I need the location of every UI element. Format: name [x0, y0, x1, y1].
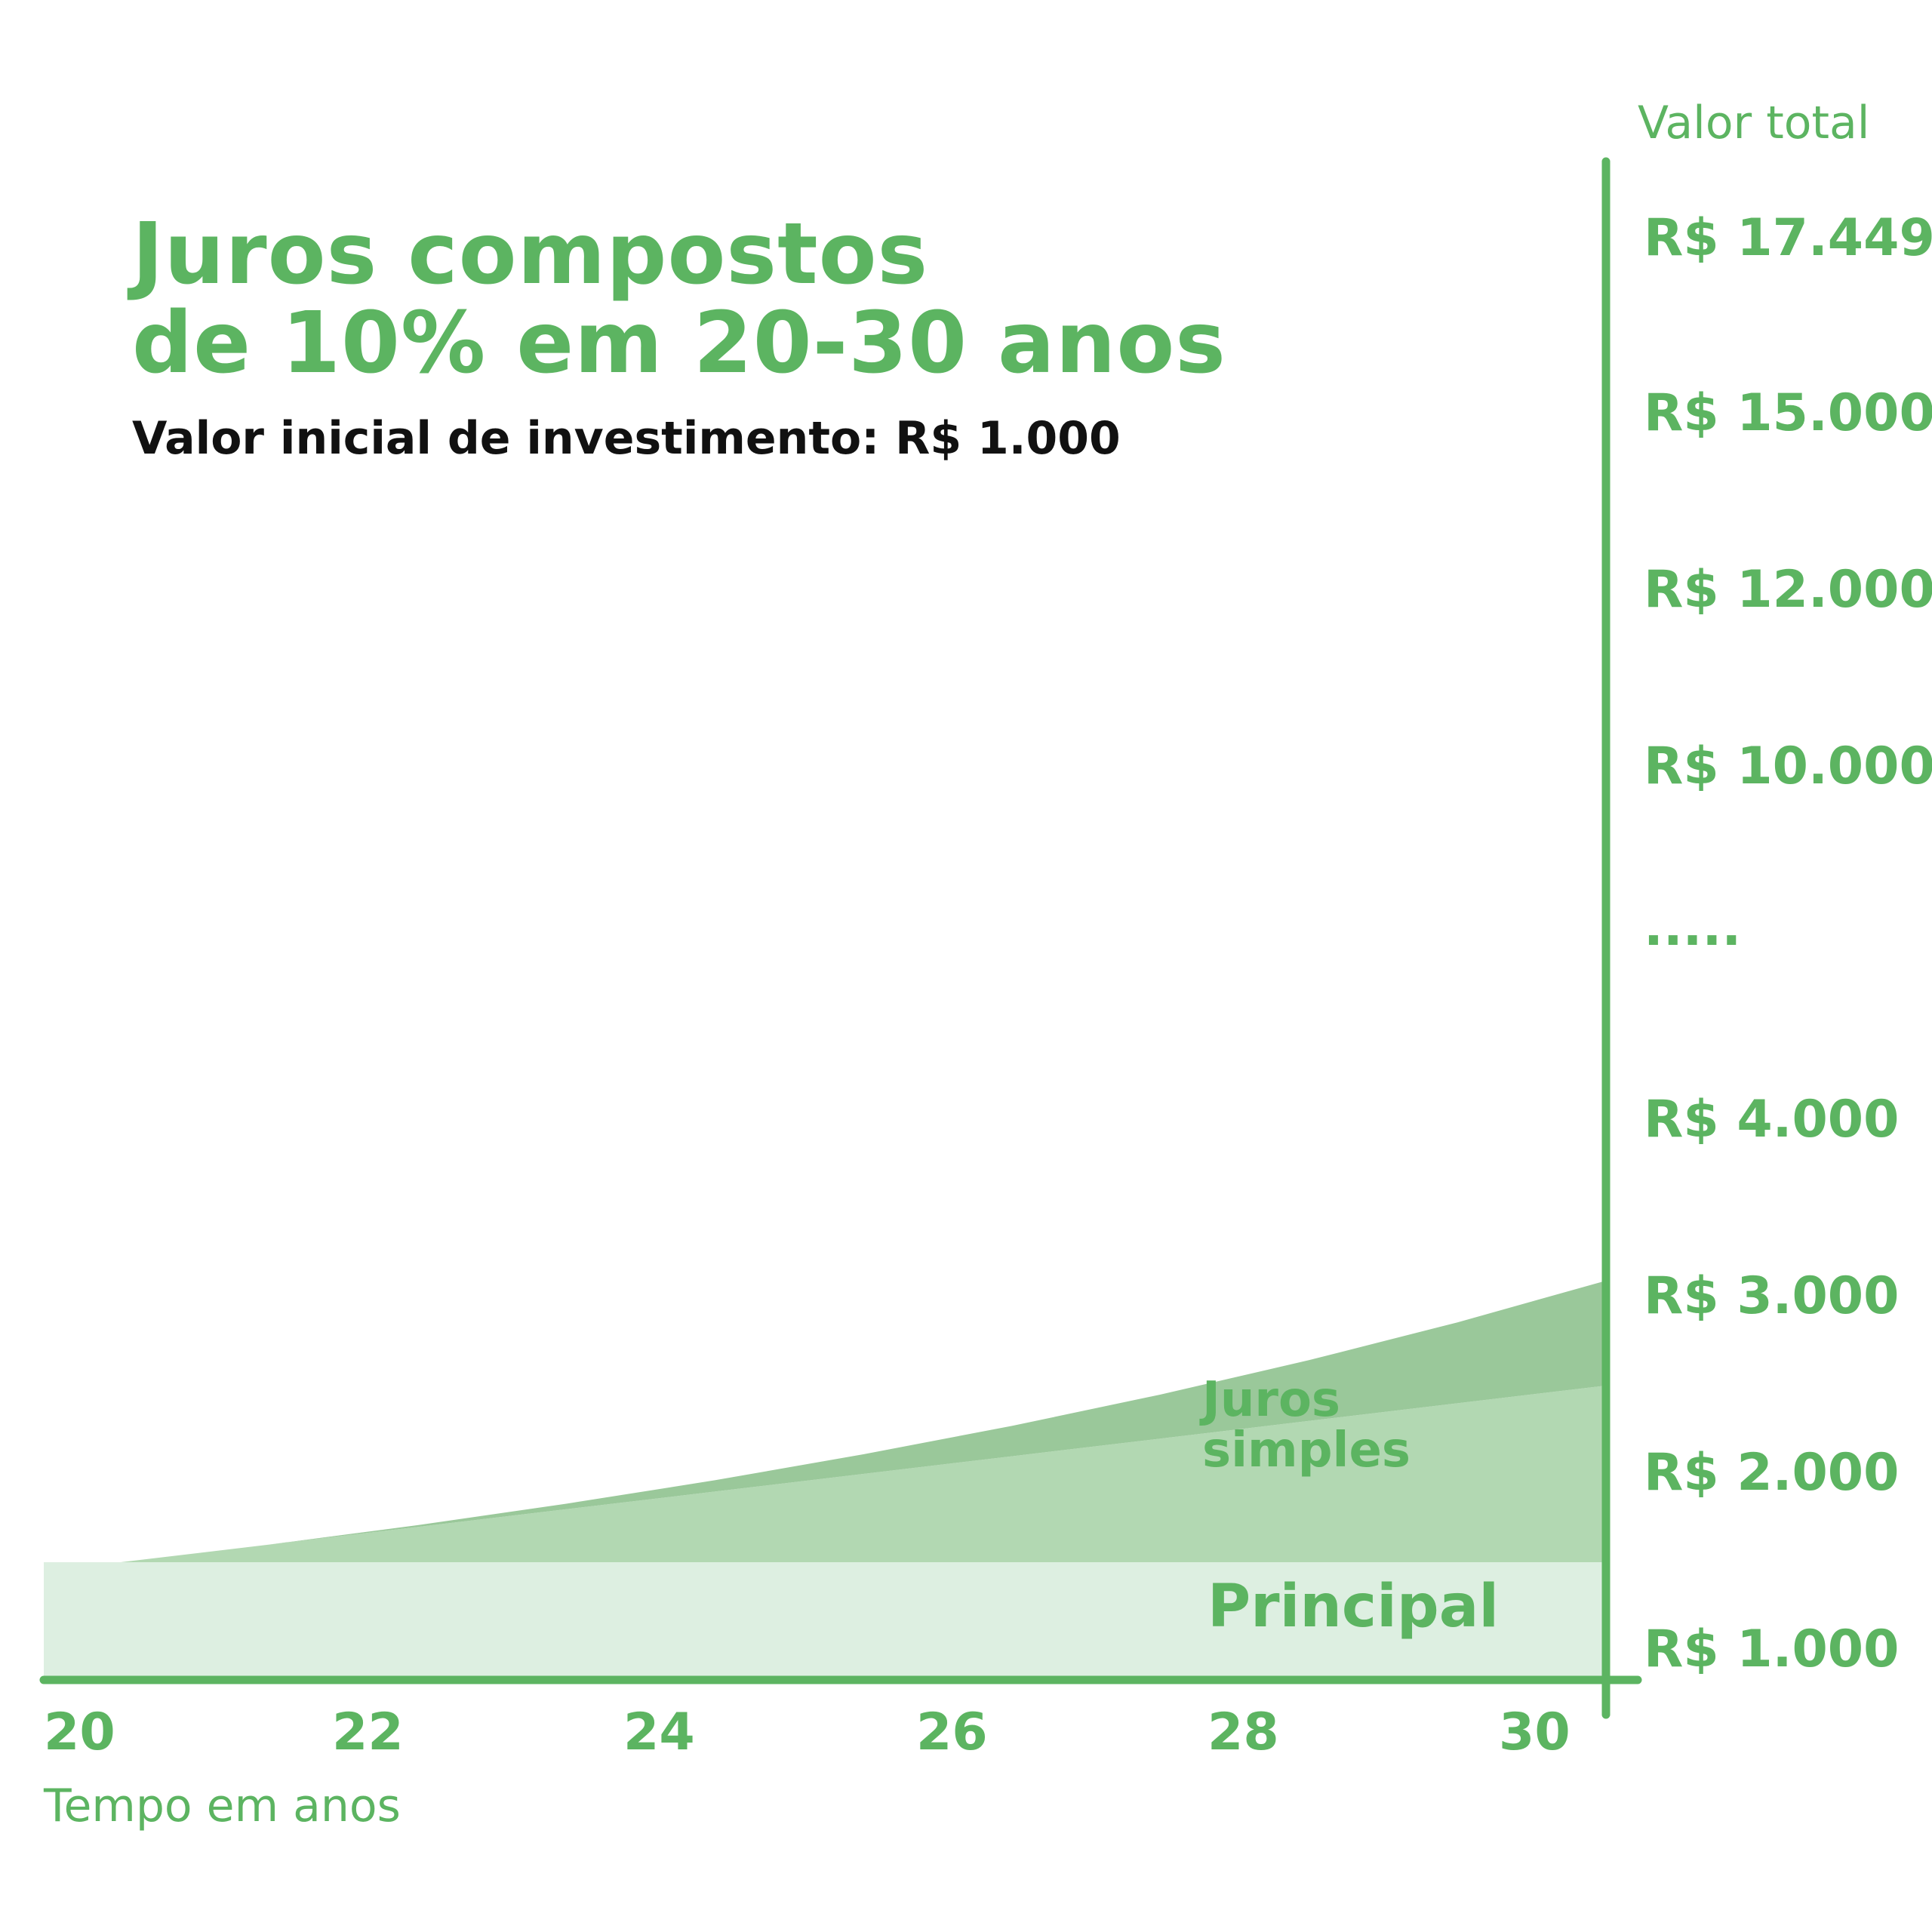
y-tick-label: .....: [1644, 898, 1742, 958]
simple-interest-label: Juros simples: [1202, 1372, 1411, 1479]
y-axis-title: Valor total: [1638, 97, 1870, 149]
y-tick-label: R$ 1.000: [1644, 1620, 1900, 1679]
y-tick-label: R$ 17.449: [1644, 208, 1932, 268]
y-tick-label: R$ 4.000: [1644, 1090, 1900, 1149]
principal-label: Principal: [1208, 1573, 1500, 1641]
simple-interest-label-line-2: simples: [1202, 1423, 1411, 1479]
y-tick-label: R$ 2.000: [1644, 1443, 1900, 1503]
y-tick-label: R$ 10.000: [1644, 737, 1932, 796]
x-tick-label: 20: [44, 1703, 115, 1762]
compound-interest-label-line-1: Juros: [1205, 1020, 1343, 1075]
chart-subtitle: Valor inicial de investimento: R$ 1.000: [132, 412, 1121, 465]
x-tick-label: 28: [1208, 1703, 1279, 1762]
y-tick-label: R$ 3.000: [1644, 1266, 1900, 1326]
simple-interest-label-line-1: Juros: [1202, 1372, 1340, 1428]
compound-interest-label-line-2: compostos: [1205, 1077, 1500, 1134]
x-tick-label: 30: [1499, 1703, 1571, 1762]
principal-area: [44, 1562, 1606, 1680]
x-tick-label: 22: [332, 1703, 404, 1762]
x-tick-label: 24: [623, 1703, 695, 1762]
chart-title-line-1: Juros compostos: [132, 205, 929, 303]
x-axis-title: Tempo em anos: [44, 1780, 401, 1832]
compound-interest-label: Juros compostos: [1205, 1019, 1499, 1135]
y-tick-label: R$ 12.000: [1644, 560, 1932, 620]
y-tick-label: R$ 15.000: [1644, 383, 1932, 443]
x-tick-label: 26: [916, 1703, 988, 1762]
chart-title-line-2: de 10% em 20-30 anos: [132, 294, 1226, 392]
